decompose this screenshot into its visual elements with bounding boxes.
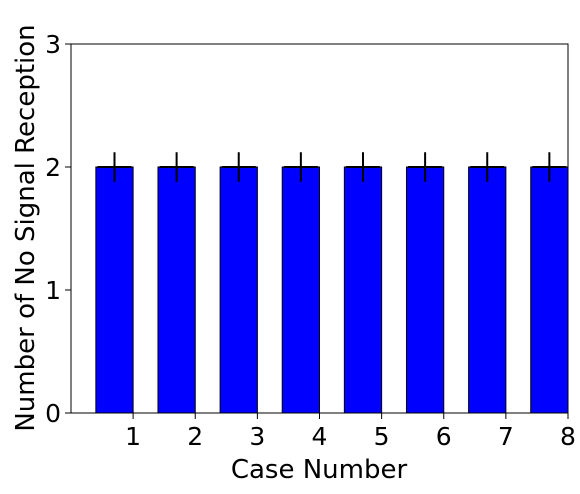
y-tick-label: 3 [45, 30, 61, 59]
x-tick-label: 5 [374, 422, 390, 451]
plot-area [95, 152, 569, 414]
bar [405, 166, 445, 414]
bar [343, 166, 383, 414]
bar [530, 166, 569, 414]
x-tick-label: 7 [498, 422, 514, 451]
bar [468, 166, 507, 414]
y-axis-label: Number of No Signal Reception [11, 24, 41, 431]
y-tick-label: 2 [45, 153, 61, 182]
bar [157, 166, 196, 414]
x-tick-label: 3 [249, 422, 265, 451]
y-tick-label: 0 [45, 399, 61, 428]
y-tick-label: 1 [45, 276, 61, 305]
x-tick-label: 8 [560, 422, 576, 451]
x-tick-label: 4 [312, 422, 328, 451]
x-tick-label: 6 [436, 422, 452, 451]
x-tick-label: 2 [187, 422, 203, 451]
x-tick-label: 1 [125, 422, 141, 451]
bar [281, 166, 321, 414]
x-axis: 1 2 3 4 5 6 7 8 [125, 413, 576, 451]
y-axis: 0 1 2 3 [45, 30, 71, 428]
bar [219, 166, 258, 414]
x-axis-label: Case Number [231, 455, 408, 485]
bar [95, 166, 134, 414]
